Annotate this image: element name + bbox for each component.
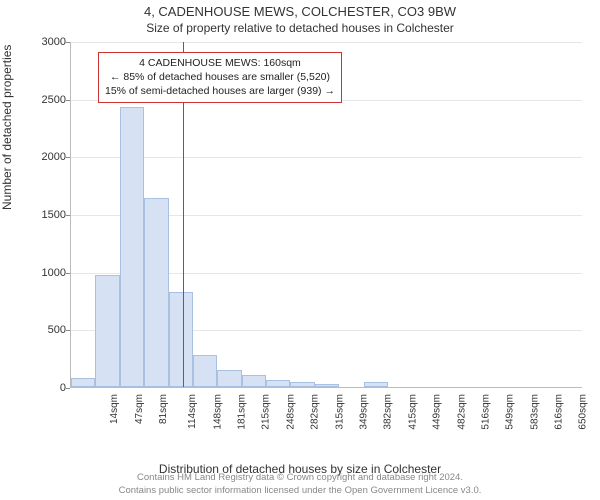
y-tick-label: 1500 [42,209,66,221]
histogram-bar [217,370,241,387]
gridline [71,157,582,158]
histogram-bar [364,382,388,387]
annotation-box: 4 CADENHOUSE MEWS: 160sqm ← 85% of detac… [98,52,342,103]
x-tick-label: 14sqm [109,394,120,424]
x-tick-label: 382sqm [383,394,394,430]
histogram-bar [193,355,217,387]
y-tick-label: 2500 [42,94,66,106]
x-tick-label: 516sqm [480,394,491,430]
x-tick-label: 315sqm [334,394,345,430]
histogram-bar [71,378,95,387]
y-tick-mark [66,100,70,101]
x-tick-label: 47sqm [134,394,145,424]
x-tick-label: 549sqm [505,394,516,430]
x-tick-label: 215sqm [261,394,272,430]
y-axis-label: Number of detached properties [0,45,14,210]
x-tick-label: 650sqm [578,394,589,430]
x-tick-label: 449sqm [432,394,443,430]
x-tick-label: 616sqm [554,394,565,430]
histogram-bar [266,380,290,387]
y-tick-label: 1000 [42,267,66,279]
y-tick-mark [66,388,70,389]
gridline [71,42,582,43]
x-tick-label: 148sqm [212,394,223,430]
y-tick-label: 500 [48,324,66,336]
x-tick-label: 583sqm [529,394,540,430]
x-tick-label: 114sqm [187,394,198,429]
y-tick-mark [66,157,70,158]
y-tick-mark [66,215,70,216]
y-tick-label: 3000 [42,36,66,48]
y-tick-mark [66,273,70,274]
annotation-line-1: 4 CADENHOUSE MEWS: 160sqm [105,56,335,70]
x-tick-label: 415sqm [407,394,418,430]
histogram-bar [169,292,193,387]
x-tick-label: 349sqm [359,394,370,430]
footer-line-1: Contains HM Land Registry data © Crown c… [0,472,600,484]
y-tick-mark [66,330,70,331]
histogram-bar [315,384,339,387]
x-tick-label: 482sqm [456,394,467,430]
title-subtitle: Size of property relative to detached ho… [0,19,600,39]
annotation-line-3: 15% of semi-detached houses are larger (… [105,84,335,98]
histogram-bar [242,375,266,387]
histogram-bar [120,107,144,387]
x-tick-label: 81sqm [158,394,169,424]
x-tick-label: 181sqm [237,394,248,430]
chart-container: 4, CADENHOUSE MEWS, COLCHESTER, CO3 9BW … [0,0,600,500]
footer: Contains HM Land Registry data © Crown c… [0,472,600,497]
title-address: 4, CADENHOUSE MEWS, COLCHESTER, CO3 9BW [0,0,600,19]
histogram-bar [144,198,168,387]
histogram-bar [95,275,119,387]
x-tick-label: 248sqm [285,394,296,430]
y-tick-mark [66,42,70,43]
footer-line-2: Contains public sector information licen… [0,485,600,497]
x-tick-label: 282sqm [310,394,321,430]
annotation-line-2: ← 85% of detached houses are smaller (5,… [105,70,335,84]
y-tick-label: 2000 [42,151,66,163]
histogram-bar [290,382,314,387]
